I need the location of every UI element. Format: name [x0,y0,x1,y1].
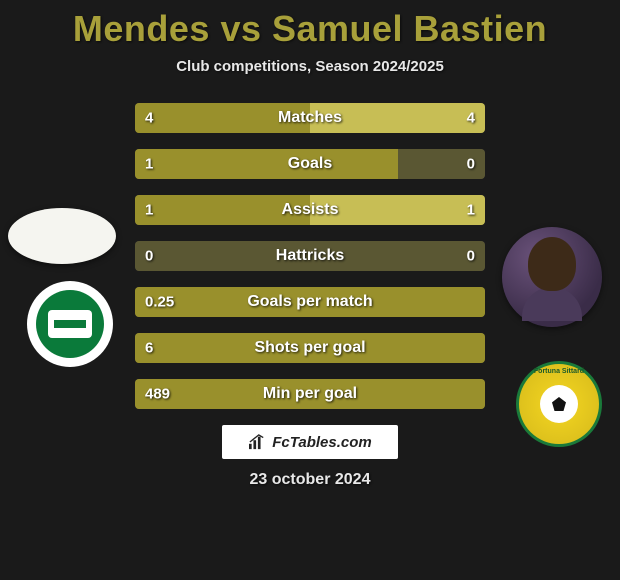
player-left-avatar [8,208,116,264]
stat-row: Goals 1 0 [135,149,485,179]
comparison-chart: Fortuna Sittard Matches 4 4 Goals 1 0 Assists 1… [0,103,620,409]
stat-label: Matches [278,109,342,127]
stat-value-left: 6 [145,340,153,357]
stat-row: Min per goal 489 [135,379,485,409]
watermark-text: FcTables.com [272,434,371,451]
stat-value-left: 489 [145,386,170,403]
stat-row: Assists 1 1 [135,195,485,225]
stat-value-right: 0 [467,248,475,265]
stat-label: Goals [288,155,332,173]
subtitle: Club competitions, Season 2024/2025 [0,58,620,75]
stat-value-right: 1 [467,202,475,219]
club-right-label: Fortuna Sittard [519,368,599,375]
stat-value-left: 0.25 [145,294,174,311]
chart-icon [248,434,266,450]
watermark: FcTables.com [222,425,398,459]
footer-date: 23 october 2024 [0,471,620,489]
stat-row: Hattricks 0 0 [135,241,485,271]
club-right-badge: Fortuna Sittard [516,361,602,447]
stat-value-right: 4 [467,110,475,127]
stat-rows-container: Matches44Goals10Assists11Hattricks00Goal… [135,103,485,409]
bar-left [135,149,398,179]
stat-label: Min per goal [263,385,357,403]
player-right-avatar [502,227,602,327]
stat-label: Assists [282,201,339,219]
stat-value-left: 1 [145,156,153,173]
stat-value-left: 1 [145,202,153,219]
stat-value-right: 0 [467,156,475,173]
stat-row: Shots per goal 6 [135,333,485,363]
stat-label: Hattricks [276,247,344,265]
stat-value-left: 0 [145,248,153,265]
page-title: Mendes vs Samuel Bastien [0,0,620,50]
stat-value-left: 4 [145,110,153,127]
stat-row: Goals per match 0.25 [135,287,485,317]
stat-label: Goals per match [247,293,372,311]
stat-label: Shots per goal [254,339,365,357]
stat-row: Matches 4 4 [135,103,485,133]
club-left-badge [27,281,113,367]
